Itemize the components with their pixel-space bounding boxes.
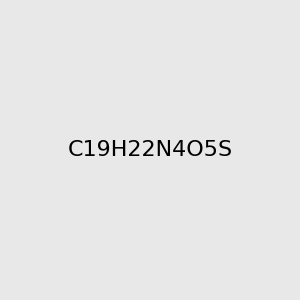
Text: C19H22N4O5S: C19H22N4O5S [68, 140, 232, 160]
